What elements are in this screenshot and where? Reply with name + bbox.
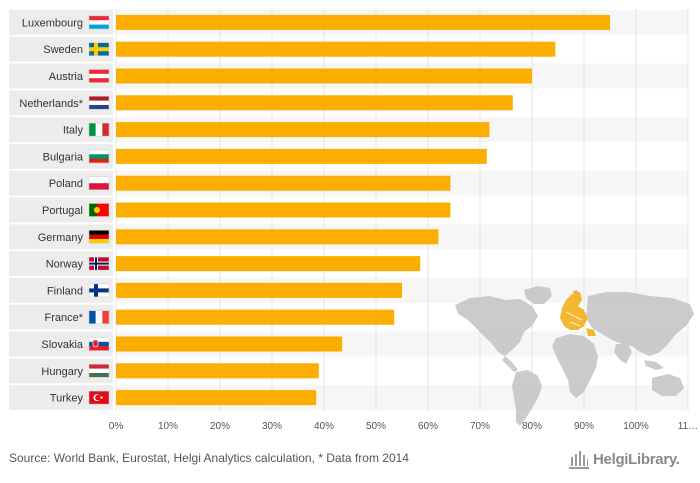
bar-turkey[interactable] <box>116 390 317 406</box>
tick-labels: 0% 10% 20% 30% 40% 50% 60% 70% 80% 90% 100% 11… <box>109 421 698 432</box>
category-label: Italy <box>63 125 84 137</box>
bar-finland[interactable] <box>116 282 402 298</box>
flag-slovakia-icon <box>88 337 110 351</box>
flag-luxembourg-icon <box>88 15 110 30</box>
tick-label: 10% <box>158 421 178 432</box>
bar-chart: Luxembourg Sweden Austria Netherlands* Italy… <box>9 9 698 432</box>
flag-finland-icon <box>88 283 110 298</box>
category-label: Poland <box>49 178 83 190</box>
category-label: Luxembourg <box>22 17 83 29</box>
bars <box>116 14 610 406</box>
flag-hungary-icon <box>88 364 110 378</box>
category-label: Netherlands* <box>19 98 83 110</box>
flag-austria-icon <box>88 69 110 83</box>
category-label: France* <box>44 312 83 324</box>
tick-label: 90% <box>574 421 594 432</box>
bar-italy[interactable] <box>116 122 490 138</box>
category-label: Austria <box>49 71 84 83</box>
flag-italy-icon <box>88 122 110 137</box>
tick-label: 80% <box>522 421 542 432</box>
category-label: Slovakia <box>41 339 83 351</box>
flag-poland-icon <box>88 176 110 190</box>
bar-germany[interactable] <box>116 229 439 245</box>
tick-label: 100% <box>623 421 649 432</box>
category-label: Hungary <box>41 366 83 378</box>
category-label: Bulgaria <box>43 151 84 163</box>
category-label: Norway <box>46 259 84 271</box>
tick-label: 60% <box>418 421 438 432</box>
tick-label: 40% <box>314 421 334 432</box>
bar-sweden[interactable] <box>116 41 556 57</box>
category-labels: Luxembourg Sweden Austria Netherlands* Italy… <box>19 17 83 404</box>
bar-france[interactable] <box>116 309 395 325</box>
tick-label: 70% <box>470 421 490 432</box>
category-label: Finland <box>47 285 83 297</box>
flag-turkey-icon <box>88 390 110 405</box>
category-label: Turkey <box>50 393 84 405</box>
tick-label: 20% <box>210 421 230 432</box>
flags <box>88 15 110 405</box>
bar-luxembourg[interactable] <box>116 14 610 30</box>
brand-name: HelgiLibrary. <box>593 450 680 468</box>
flag-norway-icon <box>88 256 110 271</box>
bar-hungary[interactable] <box>116 363 319 379</box>
tick-label: 50% <box>366 421 386 432</box>
tick-label: 0% <box>109 421 124 432</box>
helgi-library-logo: HelgiLibrary. <box>568 449 680 469</box>
building-icon <box>569 451 589 469</box>
bar-netherlands[interactable] <box>116 95 513 111</box>
bar-norway[interactable] <box>116 256 421 272</box>
flag-netherlands-icon <box>88 96 110 110</box>
bar-slovakia[interactable] <box>116 336 343 352</box>
tick-label: 30% <box>262 421 282 432</box>
bar-bulgaria[interactable] <box>116 148 487 164</box>
flag-bulgaria-icon <box>88 149 110 164</box>
bar-portugal[interactable] <box>116 202 451 218</box>
flag-france-icon <box>88 310 110 324</box>
tick-label: 11… <box>678 421 698 432</box>
source-note: Source: World Bank, Eurostat, Helgi Anal… <box>9 451 409 465</box>
category-label: Sweden <box>43 44 83 56</box>
bar-austria[interactable] <box>116 68 532 84</box>
bar-poland[interactable] <box>116 175 451 191</box>
world-map-icon <box>455 286 694 426</box>
category-label: Portugal <box>42 205 83 217</box>
category-label: Germany <box>38 232 84 244</box>
flag-portugal-icon <box>88 203 110 217</box>
flag-sweden-icon <box>88 42 110 56</box>
flag-germany-icon <box>88 230 110 244</box>
